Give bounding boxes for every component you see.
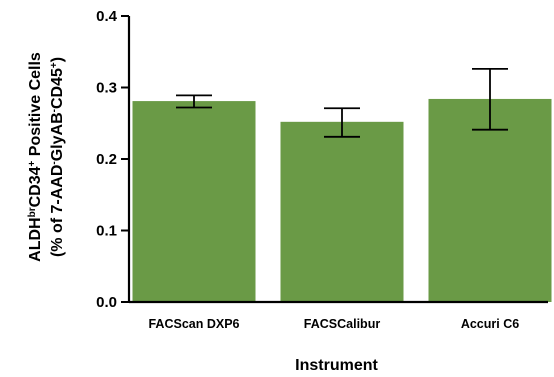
bar — [428, 98, 552, 302]
y-title-2-d: ) — [49, 57, 66, 62]
y-ticks-layer: 0.0 0.1 0.2 0.3 0.4 — [96, 8, 129, 311]
y-axis-title: ALDHbrCD34+ Positive Cells (% of 7-AAD-G… — [27, 52, 67, 262]
x-axis-title: Instrument — [295, 357, 378, 374]
x-tick-labels-layer: FACScan DXP6 FACSCalibur Accuri C6 — [148, 317, 519, 331]
bar — [280, 121, 404, 302]
y-tick-label: 0.2 — [96, 151, 117, 168]
x-tick-label: FACScan DXP6 — [148, 317, 239, 331]
y-tick-label: 0.4 — [96, 8, 118, 25]
error-bars-layer — [176, 68, 508, 138]
y-axis-title-line2: (% of 7-AAD-GlyAB-CD45+) — [49, 57, 67, 257]
y-title-1-sup-a: br — [27, 207, 38, 217]
x-tick-label: Accuri C6 — [461, 317, 519, 331]
bars-layer — [132, 98, 552, 303]
y-title-1-a: ALDH — [27, 217, 44, 261]
y-title-2-sup-c: + — [49, 62, 60, 68]
y-title-2-a: (% of 7-AAD — [49, 165, 66, 257]
y-tick-label: 0.0 — [96, 294, 117, 311]
y-title-2-c: CD45 — [49, 68, 66, 109]
x-tick-label: FACSCalibur — [304, 317, 381, 331]
y-title-1-b: CD34 — [27, 166, 44, 207]
y-tick-label: 0.3 — [96, 80, 117, 97]
y-title-1-c: Positive Cells — [27, 52, 44, 161]
bar — [132, 101, 256, 303]
y-tick-label: 0.1 — [96, 223, 117, 240]
y-axis-title-line1: ALDHbrCD34+ Positive Cells — [27, 52, 45, 262]
y-title-2-sup-a: - — [49, 161, 60, 164]
y-title-1-sup-b: + — [27, 161, 38, 167]
y-title-2-b: GlyAB — [49, 112, 66, 161]
y-title-2-sup-b: - — [49, 109, 60, 112]
